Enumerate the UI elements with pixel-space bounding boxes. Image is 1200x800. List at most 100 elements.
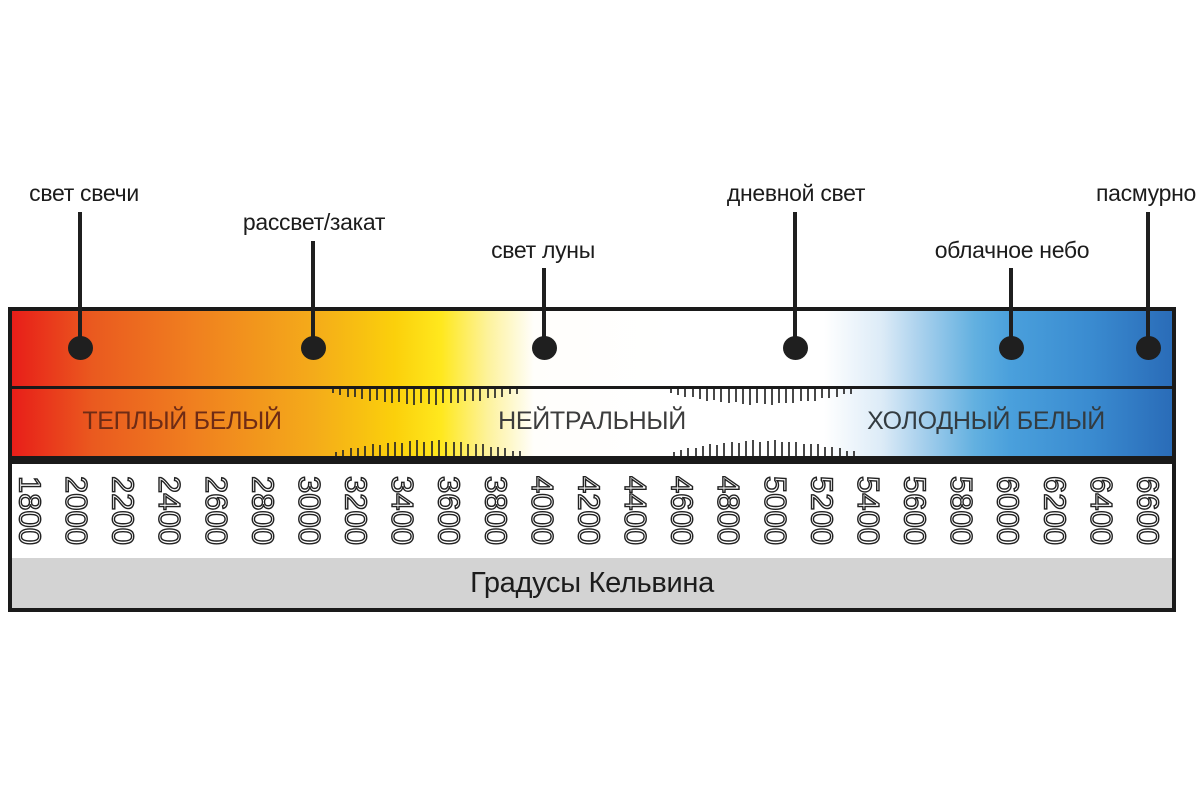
callout-label: пасмурно <box>1096 180 1196 206</box>
scale-tick <box>752 440 755 456</box>
scale-tick <box>759 442 762 456</box>
kelvin-footer-label: Градусы Кельвина <box>470 566 714 599</box>
scale-tick <box>802 444 805 456</box>
scale-tick <box>339 389 342 396</box>
scale-tick <box>831 447 834 456</box>
scale-tick <box>809 444 812 456</box>
callout-line <box>1009 268 1013 348</box>
callout-line <box>793 212 797 348</box>
scale-tick <box>763 389 766 404</box>
scale-value: 6000 <box>990 475 1026 545</box>
scale-tick <box>519 451 521 456</box>
scale-value: 3200 <box>338 475 374 545</box>
scale-tick <box>501 389 504 398</box>
scale-tick <box>756 389 759 403</box>
scale-tick <box>401 442 404 456</box>
scale-tick <box>687 447 690 456</box>
scale-value: 4400 <box>617 475 654 545</box>
callout-label: облачное небо <box>934 237 1090 263</box>
callout-line <box>542 268 546 348</box>
scale-tick <box>357 448 360 456</box>
scale-value: 5400 <box>850 475 886 545</box>
scale-tick <box>430 441 433 456</box>
scale-tick <box>438 440 441 456</box>
scale-value: 5200 <box>804 475 840 545</box>
scale-tick <box>489 447 492 456</box>
scale-tick <box>713 389 716 400</box>
scale-tick <box>464 389 467 401</box>
scale-tick <box>749 389 752 405</box>
scale-tick <box>785 389 788 404</box>
scale-tick <box>364 446 367 456</box>
scale-tick <box>806 389 809 401</box>
scale-tick <box>449 389 452 404</box>
scale-tick <box>835 389 838 398</box>
scale-tick <box>706 389 708 401</box>
scale-tick <box>361 389 364 399</box>
scale-tick <box>516 389 518 394</box>
scale-tick <box>346 389 349 398</box>
kelvin-footer: Градусы Кельвина <box>12 558 1172 608</box>
scale-tick <box>778 389 780 403</box>
scale-value: 4800 <box>710 475 747 545</box>
scale-tick <box>694 448 697 456</box>
scale-tick <box>474 444 477 456</box>
scale-tick <box>442 389 445 403</box>
scale-tick <box>684 389 687 398</box>
scale-tick <box>435 389 438 405</box>
scale-value: 2200 <box>105 475 141 545</box>
scale-tick <box>792 389 795 404</box>
callout-line <box>1146 212 1150 348</box>
scale-tick <box>457 389 460 404</box>
scale-tick <box>673 452 675 456</box>
scale-tick <box>393 441 396 456</box>
scale-tick <box>479 389 482 401</box>
scale-tick <box>850 389 852 394</box>
scale-tick <box>766 441 769 456</box>
scale-tick <box>408 441 411 456</box>
scale-value: 3400 <box>384 475 421 545</box>
scale-tick <box>828 389 831 398</box>
scale-tick <box>853 451 855 456</box>
callout-line <box>311 241 315 348</box>
scale-tick <box>824 447 827 456</box>
scale-tick <box>773 440 776 456</box>
scale-value: 4000 <box>524 475 560 545</box>
scale-value: 5800 <box>943 475 980 545</box>
scale-tick <box>691 389 694 397</box>
scale-tick <box>482 444 485 456</box>
scale-tick <box>709 444 711 456</box>
scale-tick <box>467 444 470 456</box>
scale-tick <box>737 442 740 456</box>
scale-value: 4600 <box>664 475 700 545</box>
scale-tick <box>845 450 848 456</box>
callout-label: свет луны <box>491 237 595 263</box>
scale-value: 3800 <box>478 475 514 545</box>
zone-label: ТЕПЛЫЙ БЕЛЫЙ <box>82 407 282 435</box>
callout-label: рассвет/закат <box>242 209 386 235</box>
scale-tick <box>508 389 511 395</box>
scale-tick <box>452 441 455 456</box>
scale-tick <box>680 449 683 456</box>
scale-value: 1800 <box>12 475 48 545</box>
scale-tick <box>368 389 371 401</box>
scale-tick <box>698 389 701 399</box>
callout-label: свет свечи <box>29 180 139 206</box>
scale-tick <box>493 389 496 398</box>
scale-value: 6400 <box>1083 475 1119 545</box>
scale-tick <box>376 389 379 400</box>
callout-dot <box>1135 336 1161 360</box>
scale-tick <box>821 389 824 398</box>
scale-tick <box>720 389 723 402</box>
scale-tick <box>420 389 423 403</box>
scale-tick <box>511 450 514 456</box>
scale-tick <box>504 447 507 456</box>
callout-dot <box>782 336 808 360</box>
scale-value: 5000 <box>757 475 793 545</box>
bar-divider <box>8 386 1176 389</box>
scale-tick <box>814 389 816 401</box>
scale-value: 3600 <box>431 475 467 545</box>
scale-tick <box>770 389 773 405</box>
scale-tick <box>349 447 352 456</box>
scale-tick <box>701 446 704 456</box>
